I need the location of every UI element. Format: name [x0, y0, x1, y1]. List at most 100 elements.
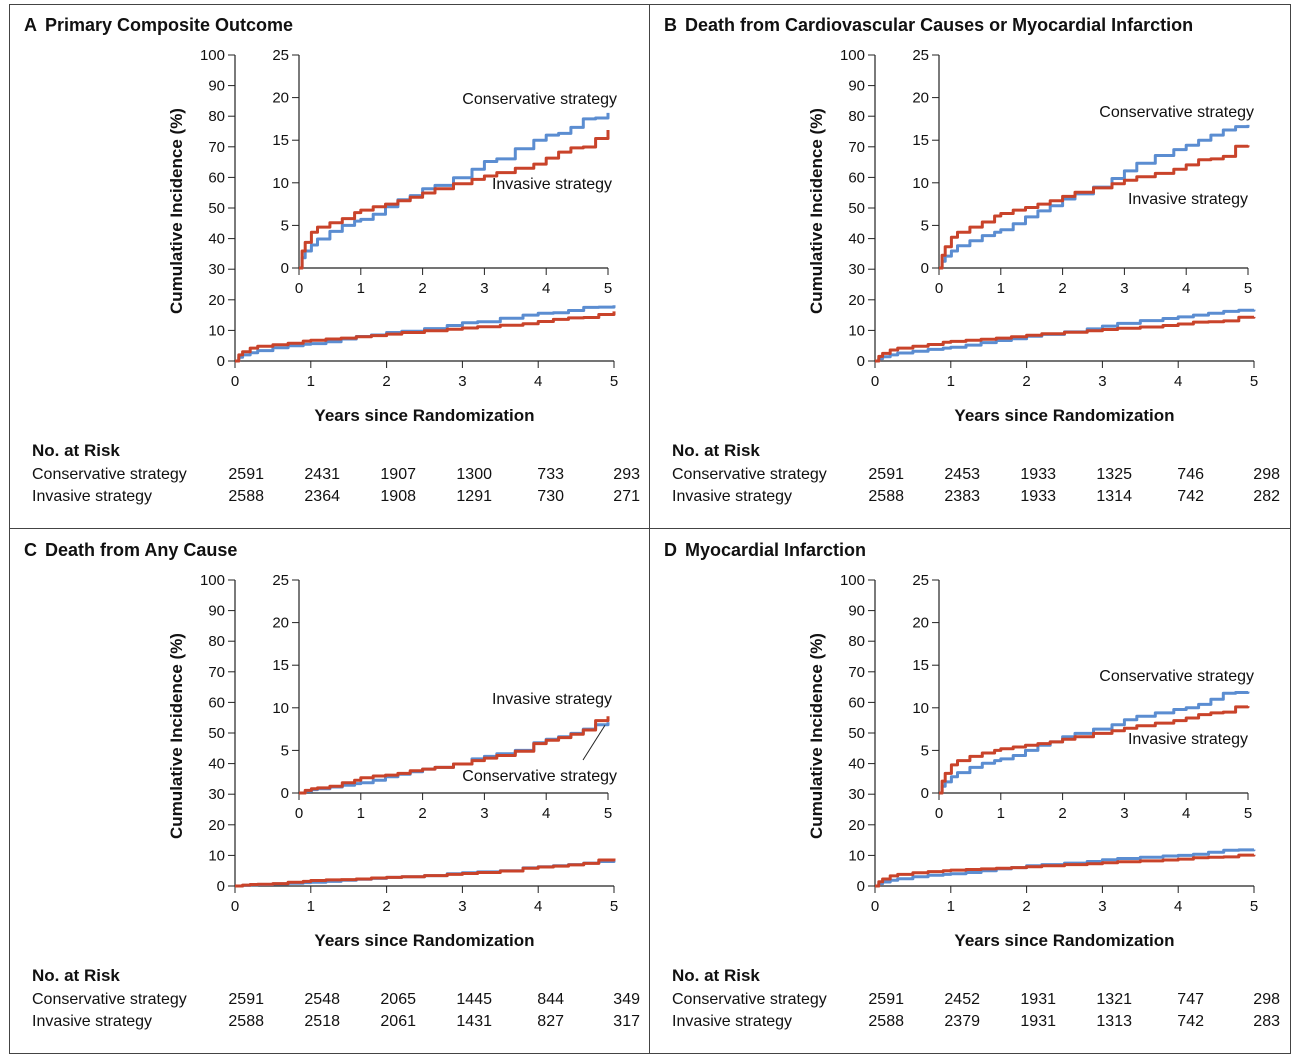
inset-x-tick-label: 2 [418, 280, 426, 297]
y-tick-label: 10 [848, 847, 865, 864]
series-annotation-invasive: Invasive strategy [492, 176, 612, 193]
risk-count: 2431 [304, 466, 340, 483]
risk-count: 1314 [1096, 488, 1132, 505]
inset-y-tick-label: 10 [912, 175, 929, 192]
y-tick-label: 80 [848, 108, 865, 125]
risk-count: 1300 [456, 466, 492, 483]
risk-count: 298 [1253, 466, 1280, 483]
inset-x-tick-label: 1 [357, 805, 365, 822]
y-tick-label: 40 [848, 756, 865, 773]
y-axis-label: Cumulative Incidence (%) [807, 633, 826, 839]
x-tick-label: 5 [610, 898, 618, 915]
inset-y-tick-label: 20 [272, 615, 289, 632]
series-line-invasive-main [875, 315, 1256, 363]
series-annotation-invasive: Invasive strategy [1128, 731, 1248, 748]
inset-y-tick-label: 20 [912, 90, 929, 107]
risk-count: 1908 [380, 488, 416, 505]
inset-x-tick-label: 4 [542, 280, 550, 297]
risk-count: 2548 [304, 991, 340, 1008]
y-tick-label: 70 [208, 139, 225, 156]
risk-count: 733 [537, 466, 564, 483]
x-tick-label: 0 [871, 373, 879, 390]
y-tick-label: 60 [208, 169, 225, 186]
inset-x-tick-label: 5 [1244, 805, 1252, 822]
y-tick-label: 30 [208, 786, 225, 803]
annotation-leader-line [582, 725, 606, 761]
y-tick-label: 60 [848, 169, 865, 186]
panel-letter: B [664, 15, 677, 35]
inset-y-tick-label: 0 [281, 785, 289, 802]
x-tick-label: 5 [1250, 373, 1258, 390]
inset-y-tick-label: 15 [272, 657, 289, 674]
series-line-invasive-main [235, 311, 616, 363]
panel-title: D Myocardial Infarction [664, 540, 866, 561]
series-annotation-conservative: Conservative strategy [462, 768, 617, 785]
risk-count: 349 [613, 991, 640, 1008]
x-tick-label: 1 [947, 373, 955, 390]
risk-count: 1445 [456, 991, 492, 1008]
y-tick-label: 40 [848, 231, 865, 248]
risk-count: 2591 [228, 466, 264, 483]
inset-x-tick-label: 4 [1182, 280, 1190, 297]
y-tick-label: 50 [848, 200, 865, 217]
inset-x-tick-label: 0 [935, 805, 943, 822]
risk-count: 1933 [1020, 488, 1056, 505]
risk-count: 1291 [456, 488, 492, 505]
panel-title-text: Primary Composite Outcome [45, 15, 294, 35]
risk-count: 827 [537, 1013, 564, 1030]
risk-count: 1325 [1096, 466, 1132, 483]
series-annotation-invasive: Invasive strategy [492, 691, 612, 708]
y-tick-label: 50 [208, 725, 225, 742]
panel-b: B Death from Cardiovascular Causes or Myo… [650, 5, 1290, 529]
y-tick-label: 40 [208, 756, 225, 773]
x-tick-label: 1 [307, 373, 315, 390]
risk-count: 747 [1177, 991, 1204, 1008]
risk-count: 2364 [304, 488, 340, 505]
series-annotation-conservative: Conservative strategy [1099, 104, 1254, 121]
y-tick-label: 0 [857, 878, 865, 895]
risk-count: 2379 [944, 1013, 980, 1030]
inset-x-tick-label: 2 [1058, 280, 1066, 297]
inset-x-tick-label: 3 [480, 805, 488, 822]
risk-count: 2591 [228, 991, 264, 1008]
inset-y-tick-label: 15 [912, 657, 929, 674]
risk-count: 1931 [1020, 1013, 1056, 1030]
y-tick-label: 10 [848, 322, 865, 339]
y-tick-label: 60 [848, 694, 865, 711]
inset-x-tick-label: 4 [542, 805, 550, 822]
y-tick-label: 0 [217, 353, 225, 370]
x-axis-label: Years since Randomization [954, 406, 1174, 425]
y-tick-label: 90 [208, 603, 225, 620]
panel-title-text: Death from Cardiovascular Causes or Myoc… [685, 15, 1194, 35]
y-tick-label: 30 [848, 786, 865, 803]
risk-table-title: No. at Risk [32, 966, 120, 985]
y-tick-label: 40 [208, 231, 225, 248]
risk-count: 283 [1253, 1013, 1280, 1030]
panel-a: A Primary Composite Outcome 0 10 20 30 40 50 60… [10, 5, 650, 529]
y-tick-label: 80 [208, 108, 225, 125]
series-line-invasive-inset [939, 144, 1250, 270]
risk-row-label: Invasive strategy [32, 488, 153, 505]
y-tick-label: 100 [200, 47, 225, 64]
risk-count: 1431 [456, 1013, 492, 1030]
panel-letter: A [24, 15, 37, 35]
y-tick-label: 0 [857, 353, 865, 370]
inset-x-tick-label: 5 [1244, 280, 1252, 297]
y-tick-label: 70 [848, 139, 865, 156]
x-tick-label: 4 [534, 898, 542, 915]
y-tick-label: 100 [200, 572, 225, 589]
panel-letter: C [24, 540, 37, 560]
risk-count: 293 [613, 466, 640, 483]
series-annotation-invasive: Invasive strategy [1128, 191, 1248, 208]
y-axis-label: Cumulative Incidence (%) [167, 633, 186, 839]
risk-count: 1907 [380, 466, 416, 483]
figure-frame [9, 4, 1291, 1054]
y-tick-label: 90 [848, 78, 865, 95]
inset-y-tick-label: 10 [272, 175, 289, 192]
series-line-invasive-main [875, 853, 1256, 888]
inset-y-tick-label: 15 [272, 132, 289, 149]
y-tick-label: 50 [208, 200, 225, 217]
inset-x-tick-label: 5 [604, 805, 612, 822]
risk-count: 2588 [228, 488, 264, 505]
